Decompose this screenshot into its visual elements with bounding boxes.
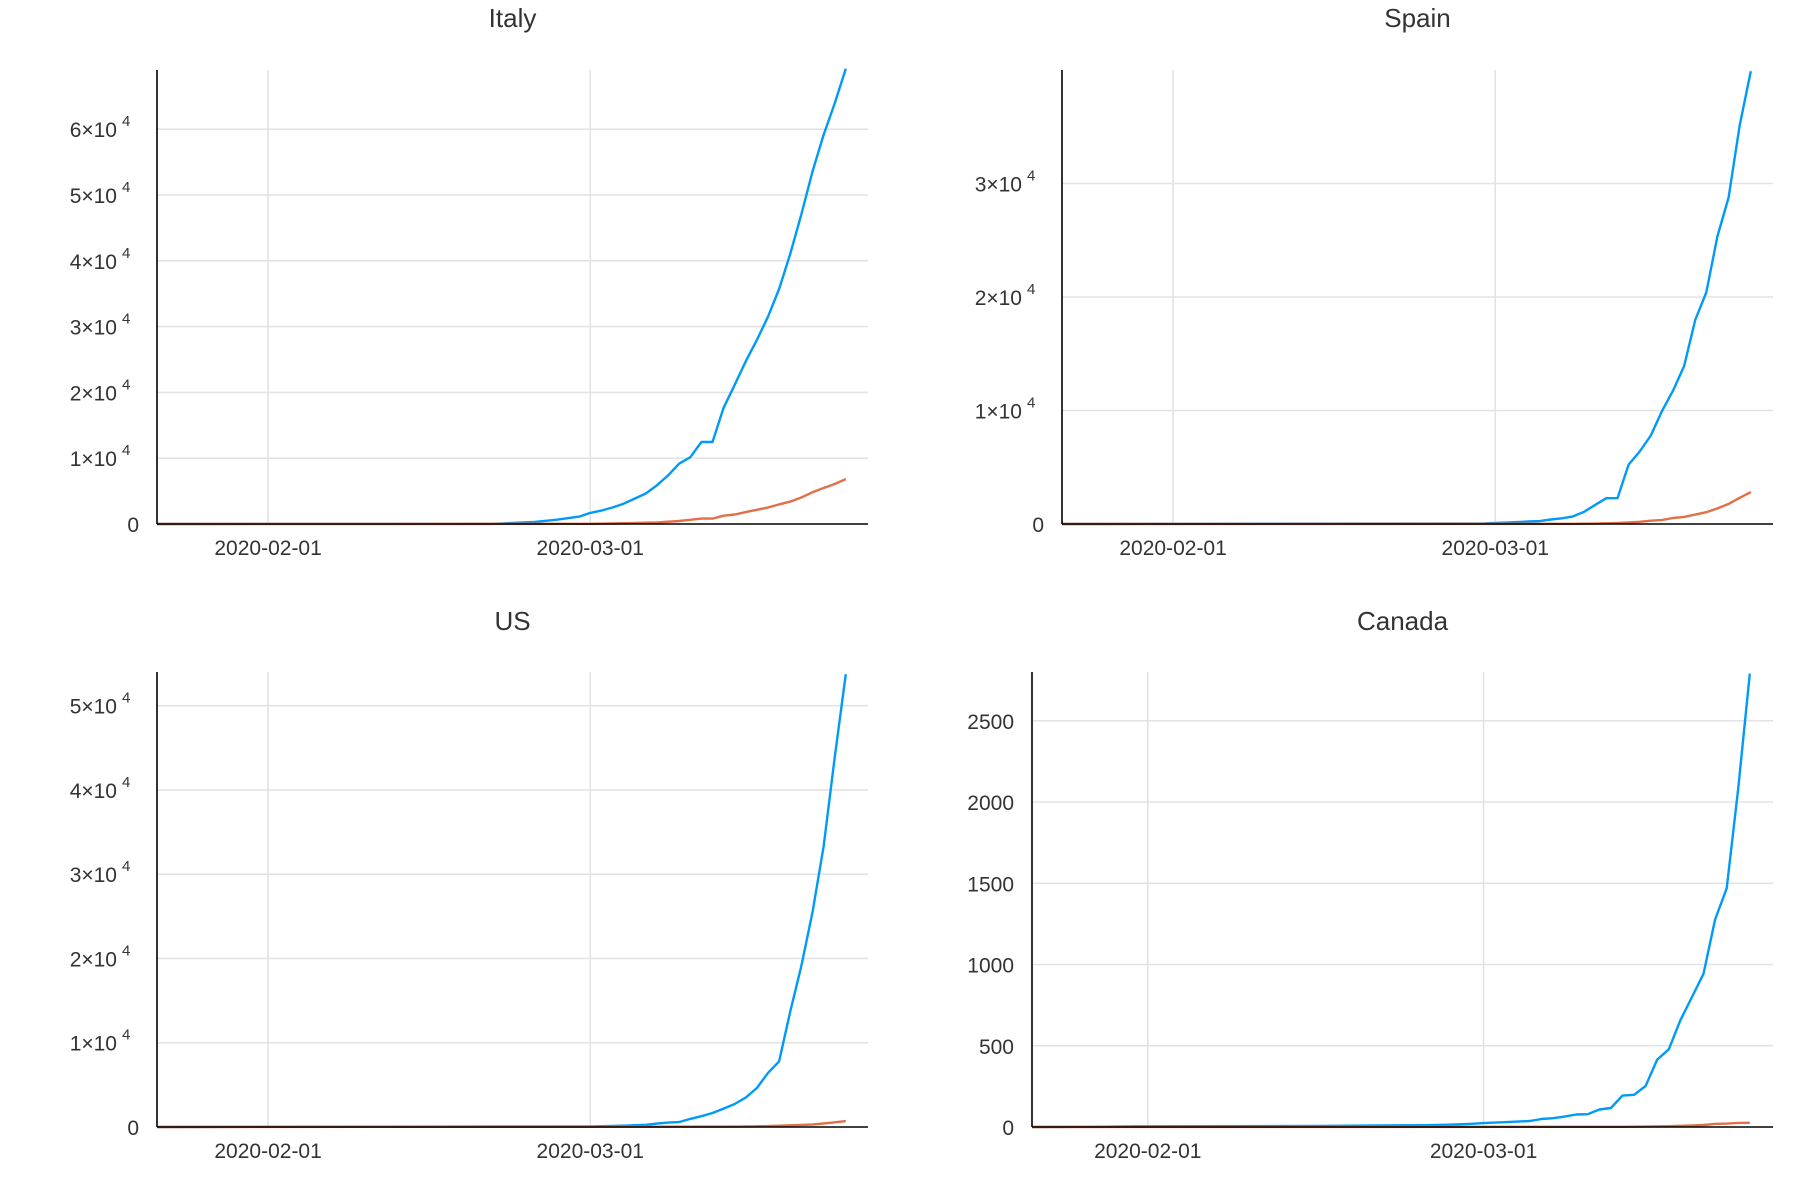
series-line-orange [156, 1119, 846, 1129]
y-tick-mantissa: 2000 [967, 792, 1014, 815]
y-tick-label: 3×10 [975, 174, 1022, 197]
y-tick-label: 2×10 [975, 287, 1022, 310]
y-tick-label: 0 [1032, 514, 1044, 537]
y-tick-exponent: 4 [122, 442, 130, 459]
series-line-blue [156, 68, 847, 526]
panel-title: Italy [489, 3, 537, 33]
x-tick-label: 2020-02-01 [214, 1140, 321, 1163]
series-line-orange [156, 478, 847, 526]
y-tick-label: 500 [979, 1036, 1014, 1059]
panel-canada: Canada 2020-02-01 2020-03-01 0 500 1000 1500 20… [967, 606, 1773, 1163]
y-tick-exponent: 4 [122, 245, 130, 262]
y-tick-label: 1×10 [975, 401, 1022, 424]
y-tick-label: 1×10 [70, 448, 117, 471]
y-tick-mantissa: 0 [1002, 1117, 1014, 1140]
y-tick-label: 1500 [967, 873, 1014, 896]
y-tick-mantissa: 0 [1032, 514, 1044, 537]
panel-italy: Italy 2020-02-01 2020-03-01 0 1×10 4 2×10 4 3×10… [70, 3, 868, 560]
x-tick-label: 2020-03-01 [537, 1140, 644, 1163]
y-tick-exponent: 4 [122, 179, 130, 196]
y-tick-mantissa: 1×10 [70, 448, 117, 471]
y-tick-label: 2×10 [70, 382, 117, 405]
y-tick-exponent: 4 [122, 311, 130, 328]
panel-us: US 2020-02-01 2020-03-01 0 1×10 4 2×10 4 3×10 4 4×… [70, 606, 868, 1163]
y-tick-label: 3×10 [70, 864, 117, 887]
y-tick-mantissa: 1×10 [975, 401, 1022, 424]
y-tick-exponent: 4 [1027, 395, 1035, 412]
y-tick-mantissa: 1500 [967, 873, 1014, 896]
y-tick-mantissa: 1×10 [70, 1033, 117, 1056]
y-tick-label: 4×10 [70, 780, 117, 803]
y-tick-mantissa: 3×10 [975, 174, 1022, 197]
y-tick-mantissa: 3×10 [70, 317, 117, 340]
y-tick-label: 3×10 [70, 317, 117, 340]
y-tick-mantissa: 3×10 [70, 864, 117, 887]
y-tick-label: 6×10 [70, 119, 117, 142]
x-tick-label: 2020-03-01 [1430, 1140, 1537, 1163]
x-tick-label: 2020-03-01 [1442, 537, 1549, 560]
series-line-blue [1061, 71, 1752, 526]
x-tick-label: 2020-02-01 [214, 537, 321, 560]
panel-title: Canada [1357, 606, 1449, 636]
y-tick-label: 1×10 [70, 1033, 117, 1056]
panel-title: US [494, 606, 530, 636]
panel-spain: Spain 2020-02-01 2020-03-01 0 1×10 4 2×10 4 3×10… [975, 3, 1773, 560]
y-tick-label: 1000 [967, 955, 1014, 978]
x-tick-label: 2020-02-01 [1094, 1140, 1201, 1163]
panel-title: Spain [1384, 3, 1451, 33]
y-tick-mantissa: 2×10 [70, 948, 117, 971]
series-line-blue [156, 674, 847, 1129]
y-tick-mantissa: 2×10 [975, 287, 1022, 310]
y-tick-label: 5×10 [70, 696, 117, 719]
x-tick-label: 2020-02-01 [1119, 537, 1226, 560]
y-tick-label: 4×10 [70, 251, 117, 274]
y-tick-exponent: 4 [122, 774, 130, 791]
y-tick-mantissa: 5×10 [70, 185, 117, 208]
y-tick-mantissa: 0 [127, 514, 139, 537]
y-tick-mantissa: 5×10 [70, 696, 117, 719]
y-tick-label: 0 [127, 514, 139, 537]
y-tick-mantissa: 500 [979, 1036, 1014, 1059]
y-tick-mantissa: 0 [127, 1117, 139, 1140]
y-tick-label: 2500 [967, 711, 1014, 734]
y-tick-label: 2000 [967, 792, 1014, 815]
y-tick-mantissa: 1000 [967, 955, 1014, 978]
y-tick-label: 0 [1002, 1117, 1014, 1140]
y-tick-mantissa: 6×10 [70, 119, 117, 142]
series-line-blue [1031, 673, 1751, 1129]
y-tick-exponent: 4 [122, 376, 130, 393]
y-tick-exponent: 4 [122, 690, 130, 707]
y-tick-label: 5×10 [70, 185, 117, 208]
x-tick-label: 2020-03-01 [537, 537, 644, 560]
y-tick-mantissa: 4×10 [70, 251, 117, 274]
series-line-orange [1061, 491, 1752, 526]
y-tick-mantissa: 2500 [967, 711, 1014, 734]
y-tick-mantissa: 2×10 [70, 382, 117, 405]
y-tick-label: 0 [127, 1117, 139, 1140]
y-tick-exponent: 4 [122, 942, 130, 959]
y-tick-mantissa: 4×10 [70, 780, 117, 803]
y-tick-exponent: 4 [122, 113, 130, 130]
y-tick-exponent: 4 [122, 1027, 130, 1044]
y-tick-exponent: 4 [122, 858, 130, 875]
y-tick-exponent: 4 [1027, 281, 1035, 298]
y-tick-exponent: 4 [1027, 168, 1035, 185]
y-tick-label: 2×10 [70, 948, 117, 971]
